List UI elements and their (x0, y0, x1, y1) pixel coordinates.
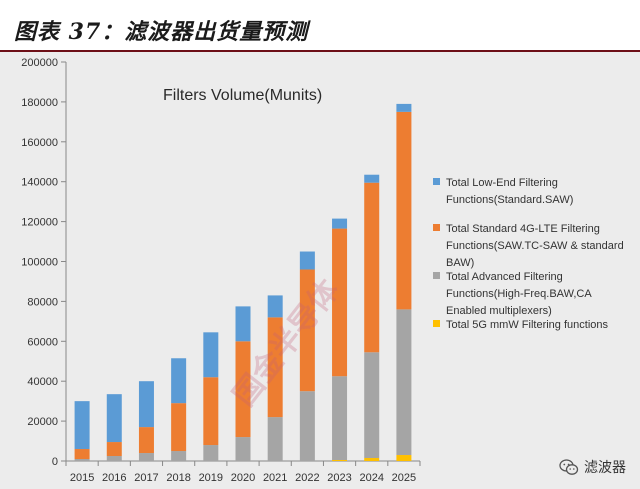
bar-segment (364, 352, 380, 459)
bar-segment (299, 391, 315, 461)
chart-bars (74, 103, 412, 461)
bar-segment (203, 332, 219, 378)
x-tick-label: 2019 (199, 472, 223, 484)
x-tick-label: 2016 (102, 472, 126, 484)
x-tick-label: 2021 (263, 472, 287, 484)
bar-segment (138, 381, 154, 428)
x-tick-label: 2023 (327, 472, 351, 484)
bar-segment (332, 376, 348, 461)
header-divider (0, 50, 640, 52)
bar-segment (235, 341, 251, 438)
figure-header: 图表 37：滤波器出货量预测 (0, 0, 640, 52)
x-tick-label: 2017 (134, 472, 158, 484)
bar-segment (364, 182, 380, 353)
bar-segment (106, 456, 122, 461)
x-tick-label: 2018 (166, 472, 190, 484)
bar-segment (364, 174, 380, 183)
legend-swatch (433, 320, 440, 327)
y-tick-label: 140000 (21, 177, 58, 189)
chart-labels: 0 20000 40000 60000 80000 100000 120000 140000 1… (21, 57, 416, 484)
legend-label: Functions(Standard.SAW) (446, 194, 573, 206)
wechat-account-name: 滤波器 (584, 460, 626, 476)
figure-title: 图表 37：滤波器出货量预测 (14, 19, 309, 45)
legend-label: Total 5G mmW Filtering functions (446, 319, 608, 331)
bar-segment (267, 295, 283, 318)
bar-segment (106, 394, 122, 443)
y-tick-label: 40000 (27, 376, 58, 388)
bar-segment (299, 251, 315, 270)
bar-segment (74, 449, 90, 460)
bar-segment (74, 401, 90, 450)
bar-segment (203, 445, 219, 461)
x-tick-label: 2022 (295, 472, 319, 484)
bar-segment (171, 358, 187, 404)
x-tick-label: 2020 (231, 472, 255, 484)
y-tick-label: 120000 (21, 217, 58, 229)
wechat-icon (559, 458, 579, 475)
bar-segment (171, 403, 187, 452)
x-tick-label: 2024 (359, 472, 383, 484)
bar-segment (203, 377, 219, 446)
x-tick-label: 2015 (70, 472, 94, 484)
bar-segment (396, 309, 412, 456)
bar-segment (106, 442, 122, 457)
y-tick-label: 60000 (27, 336, 58, 348)
legend-swatch (433, 178, 440, 185)
bar-segment (396, 455, 412, 461)
legend-label: Enabled multiplexers) (446, 305, 552, 317)
chart-title: Filters Volume(Munits) (163, 87, 322, 104)
bar-segment (396, 103, 412, 112)
legend-label: BAW) (446, 257, 474, 269)
bar-segment (299, 269, 315, 392)
legend-label: Functions(High-Freq.BAW,CA (446, 288, 592, 300)
bar-segment (332, 460, 348, 461)
y-tick-label: 180000 (21, 97, 58, 109)
bar-segment (332, 228, 348, 377)
filters-volume-chart: 0 20000 40000 60000 80000 100000 120000 140000 1… (21, 57, 624, 484)
y-tick-label: 0 (52, 456, 58, 468)
y-tick-label: 100000 (21, 257, 58, 269)
legend-label: Functions(SAW.TC-SAW & standard (446, 240, 624, 252)
y-tick-label: 20000 (27, 416, 58, 428)
legend-swatch (433, 224, 440, 231)
bar-segment (267, 417, 283, 461)
chart-area: 0 20000 40000 60000 80000 100000 120000 140000 1… (0, 52, 640, 489)
bar-segment (171, 451, 187, 461)
bar-segment (138, 453, 154, 461)
chart-legend: Total Low-End Filtering Functions(Standar… (433, 177, 624, 331)
legend-label: Total Low-End Filtering (446, 177, 558, 189)
bar-segment (235, 306, 251, 342)
bar-segment (396, 111, 412, 310)
legend-label: Total Advanced Filtering (446, 271, 563, 283)
y-tick-label: 80000 (27, 296, 58, 308)
y-tick-label: 200000 (21, 57, 58, 69)
bar-segment (74, 459, 90, 461)
bar-segment (138, 427, 154, 454)
legend-label: Total Standard 4G-LTE Filtering (446, 223, 600, 235)
legend-swatch (433, 272, 440, 279)
bar-segment (235, 437, 251, 461)
bar-segment (364, 458, 380, 461)
y-tick-label: 160000 (21, 137, 58, 149)
bar-segment (267, 317, 283, 418)
x-tick-label: 2025 (392, 472, 416, 484)
bar-segment (332, 218, 348, 229)
wechat-account: 滤波器 (559, 457, 626, 477)
